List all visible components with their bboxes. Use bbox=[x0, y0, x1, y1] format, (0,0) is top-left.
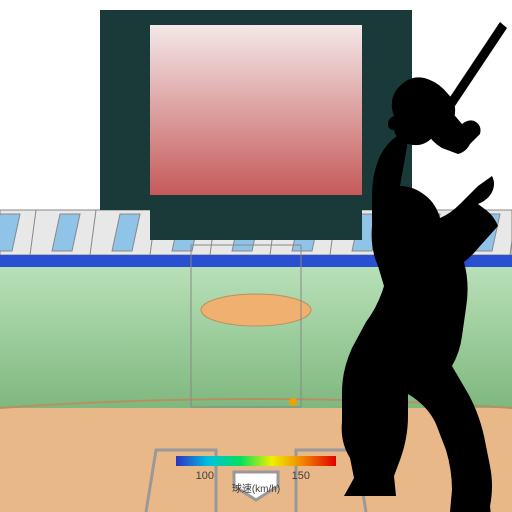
speed-gradient-bar bbox=[176, 456, 336, 466]
scoreboard bbox=[100, 10, 412, 240]
speed-tick-100: 100 bbox=[196, 470, 214, 482]
pitch-marker bbox=[289, 398, 297, 406]
speed-legend-label: 球速(km/h) bbox=[232, 482, 280, 495]
scoreboard-screen bbox=[150, 25, 362, 195]
scoreboard-base bbox=[150, 210, 362, 240]
pitchers-mound bbox=[201, 294, 311, 326]
pitch-visualization: 100 150 球速(km/h) bbox=[0, 0, 512, 512]
speed-tick-150: 150 bbox=[292, 470, 310, 482]
stadium-scene: 100 150 球速(km/h) bbox=[0, 0, 512, 512]
